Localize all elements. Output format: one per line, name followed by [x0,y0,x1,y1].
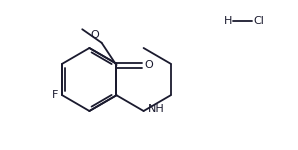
Text: O: O [91,30,99,40]
Text: O: O [145,60,153,70]
Text: Cl: Cl [253,16,264,26]
Text: H: H [224,16,232,26]
Text: F: F [52,90,58,100]
Text: NH: NH [148,105,164,114]
